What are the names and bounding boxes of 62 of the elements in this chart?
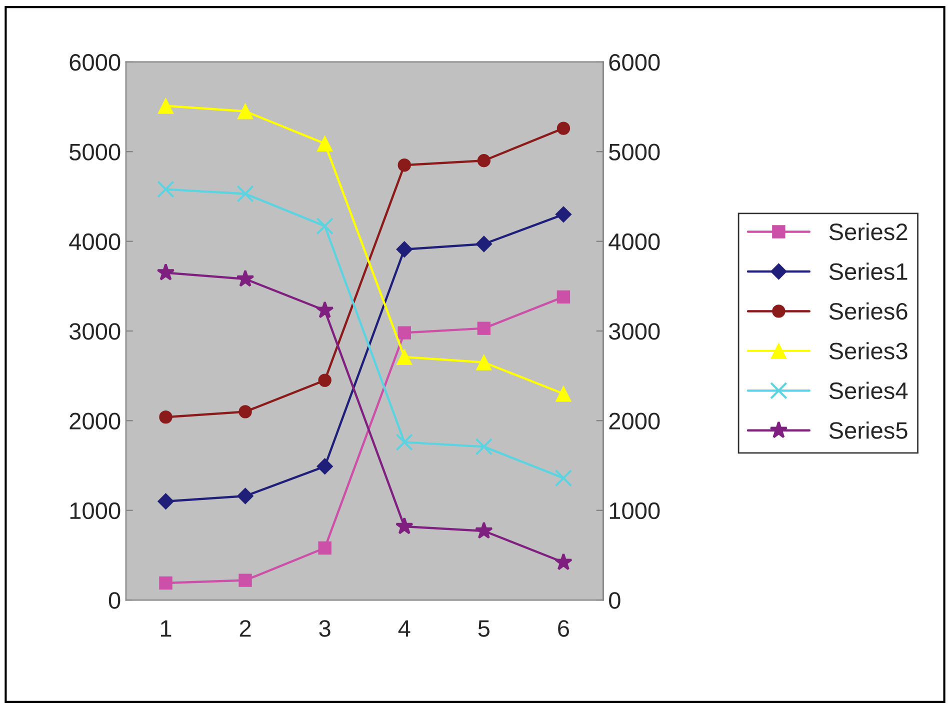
point (476, 236, 492, 252)
y2-tick-label: 1000 (610, 502, 660, 520)
y-tick-label: 5000 (70, 144, 120, 160)
point (476, 354, 492, 370)
x-tick-label: 6 (558, 620, 570, 637)
x-tick-label: 1 (160, 620, 172, 637)
point (157, 180, 174, 198)
point (236, 185, 254, 202)
point (158, 98, 174, 114)
y-tick-label: 2000 (70, 412, 120, 430)
point (396, 241, 413, 258)
point (159, 576, 172, 590)
point (555, 386, 572, 402)
x-tick-label: 5 (478, 620, 490, 637)
x-tick-label: 4 (398, 620, 410, 637)
point (236, 270, 254, 287)
point (396, 434, 414, 451)
point (395, 517, 414, 534)
point (318, 374, 332, 387)
legend-label: Series5 (829, 422, 908, 439)
point (238, 405, 252, 418)
point (474, 522, 493, 539)
point (554, 552, 572, 570)
point (316, 458, 334, 475)
point (398, 158, 411, 172)
y2-tick-label: 4000 (608, 233, 660, 250)
point (159, 410, 172, 424)
y-tick-label: 3000 (69, 323, 120, 340)
legend-label: Series1 (829, 262, 908, 280)
legend-label: Series4 (829, 382, 908, 400)
point (237, 488, 254, 504)
point (554, 469, 572, 487)
point (398, 326, 411, 340)
point (158, 493, 174, 510)
legend-label: Series6 (829, 302, 908, 320)
point (237, 103, 254, 120)
y2-tick-label: 5000 (609, 144, 660, 160)
y-tick-label: 6000 (70, 54, 120, 71)
y-tick-label: 4000 (69, 233, 120, 250)
point (556, 290, 570, 304)
point (316, 300, 334, 318)
y2-tick-label: 6000 (609, 54, 660, 71)
point (316, 136, 333, 152)
point (318, 541, 332, 555)
point (238, 574, 252, 587)
point (316, 217, 334, 235)
point (156, 263, 175, 280)
y-tick-label: 1000 (70, 502, 120, 520)
point (475, 438, 493, 456)
point (396, 349, 412, 365)
legend-label: Series3 (829, 342, 908, 360)
point (556, 122, 570, 135)
point (477, 322, 491, 335)
legend-label: Series2 (829, 222, 908, 240)
point (477, 154, 491, 168)
x-tick-label: 2 (240, 620, 251, 637)
y2-tick-label: 3000 (609, 323, 660, 340)
y-tick-label: 0 (108, 592, 120, 609)
y2-tick-label: 0 (609, 592, 620, 609)
point (555, 206, 572, 223)
x-tick-label: 3 (319, 620, 330, 637)
y2-tick-label: 2000 (609, 412, 660, 430)
